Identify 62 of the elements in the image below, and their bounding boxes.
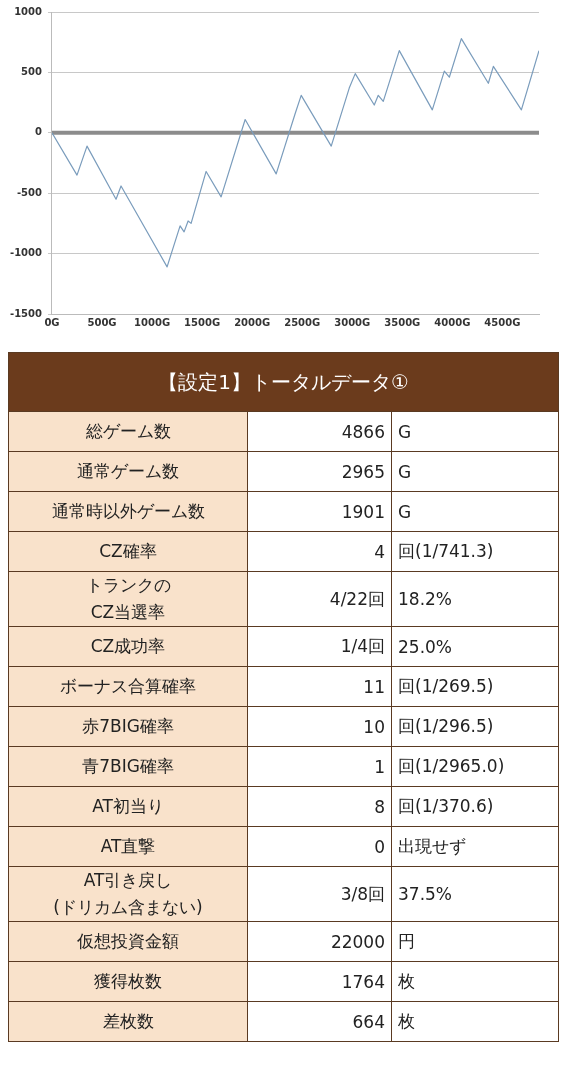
text: 10 <box>363 716 385 737</box>
category-label: 総ゲーム数 <box>85 421 171 441</box>
text: G <box>398 501 412 522</box>
text: 664 <box>352 1011 385 1032</box>
category-label: トランクの CZ当選率 <box>85 575 171 622</box>
text: 枚 <box>398 971 415 991</box>
text: 回(1/296.5) <box>398 716 494 736</box>
y-tick-label: -1000 <box>10 247 43 259</box>
x-tick-label: 4500G <box>484 316 521 328</box>
text: G <box>398 421 412 442</box>
category-label: AT初当り <box>92 796 164 816</box>
text: 1/4回 <box>340 636 385 656</box>
category-label: 獲得枚数 <box>94 971 162 991</box>
y-tick-label: 1000 <box>14 5 43 17</box>
text: 4866 <box>341 421 385 442</box>
text: 4 <box>374 541 385 562</box>
category-label: AT引き戻し (ドリカム含まない) <box>53 870 203 917</box>
x-tick-label: 1000G <box>134 316 171 328</box>
text: 25.0% <box>398 636 453 657</box>
text: 出現せず <box>398 836 466 856</box>
category-label: 差枚数 <box>102 1011 154 1031</box>
category-label: ボーナス合算確率 <box>60 676 196 696</box>
text: 枚 <box>398 1011 415 1031</box>
text: 回(1/370.6) <box>398 796 494 816</box>
y-tick-label: -500 <box>16 186 43 198</box>
text: 回(1/269.5) <box>398 676 494 696</box>
x-tick-label: 2500G <box>284 316 321 328</box>
y-tick-label: 0 <box>35 126 43 138</box>
x-tick-label: 4000G <box>434 316 471 328</box>
category-label: 通常時以外ゲーム数 <box>51 501 205 521</box>
x-tick-label: 3000G <box>334 316 371 328</box>
text: 22000 <box>330 931 385 952</box>
category-label: AT直撃 <box>100 836 156 856</box>
x-tick-label: 0G <box>44 316 60 328</box>
category-label: 青7BIG確率 <box>82 756 174 776</box>
text: G <box>398 461 412 482</box>
text: 2965 <box>341 461 385 482</box>
text: 3/8回 <box>340 883 385 904</box>
text: 8 <box>374 796 385 817</box>
text: 【設定1】トータルデータ① <box>8 352 559 412</box>
text: 0 <box>374 836 385 857</box>
text: 1 <box>374 756 385 777</box>
text: 37.5% <box>398 884 453 904</box>
x-tick-label: 500G <box>87 316 117 328</box>
x-tick-label: 2000G <box>234 316 271 328</box>
category-label: CZ成功率 <box>90 636 166 656</box>
y-tick-label: 500 <box>21 65 43 77</box>
x-tick-label: 1500G <box>184 316 221 328</box>
text: 回(1/741.3) <box>398 541 494 561</box>
text: 円 <box>398 931 415 951</box>
text: 4/22回 <box>329 588 385 609</box>
y-tick-label: -1500 <box>10 307 43 319</box>
text: 1901 <box>341 501 385 522</box>
category-label: 通常ゲーム数 <box>77 461 179 481</box>
category-label: 赤7BIG確率 <box>82 716 174 736</box>
x-tick-label: 3500G <box>384 316 421 328</box>
category-label: CZ確率 <box>99 541 157 561</box>
text: 18.2% <box>398 589 453 609</box>
text: 11 <box>363 676 385 697</box>
text: 1764 <box>341 971 385 992</box>
category-label: 仮想投資金額 <box>77 931 179 951</box>
text: 回(1/2965.0) <box>398 756 505 776</box>
